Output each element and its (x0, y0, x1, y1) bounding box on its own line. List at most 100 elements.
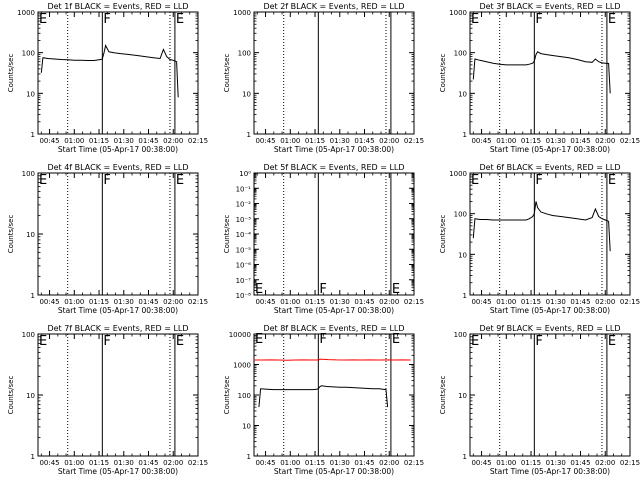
marker-label: F (319, 332, 326, 347)
panel-title: Det 6f BLACK = Events, RED = LLD (479, 163, 620, 172)
y-axis-label: Counts/sec (7, 54, 15, 93)
plot-frame (469, 172, 631, 296)
marker-label: E (176, 173, 184, 188)
panel-title: Det 5f BLACK = Events, RED = LLD (263, 163, 404, 172)
x-tick-label: 01:15 (89, 298, 109, 306)
marker-label: E (39, 173, 47, 188)
series-line-events (258, 385, 389, 408)
x-tick-label: 01:00 (496, 459, 516, 467)
x-tick-label: 01:45 (354, 459, 374, 467)
panel-title: Det 7f BLACK = Events, RED = LLD (47, 324, 188, 333)
y-tick-label: 10⁻³ (236, 216, 252, 224)
x-tick-label: 02:15 (620, 137, 640, 145)
x-axis-label: Start Time (05-Apr-17 00:38:00) (490, 306, 610, 315)
y-axis-label: Counts/sec (439, 215, 447, 254)
y-tick-label: 10⁻⁸ (236, 292, 252, 300)
x-tick-label: 01:30 (330, 137, 350, 145)
detector-panel-6: Det 6f BLACK = Events, RED = LLD 1 10 100 10… (439, 163, 640, 315)
y-tick-label: 100 (22, 331, 35, 339)
x-tick-label: 02:00 (595, 137, 615, 145)
x-axis-label: Start Time (05-Apr-17 00:38:00) (490, 145, 610, 154)
x-tick-label: 01:30 (546, 459, 566, 467)
y-tick-label: 1 (463, 453, 467, 461)
marker-label: E (471, 12, 479, 27)
x-tick-label: 01:00 (496, 298, 516, 306)
y-tick-label: 10⁻¹ (236, 185, 252, 193)
y-tick-label: 100 (454, 331, 467, 339)
series-line-events (40, 44, 179, 98)
y-tick-label: 1 (463, 131, 467, 139)
x-axis-label: Start Time (05-Apr-17 00:38:00) (490, 467, 610, 476)
y-tick-label: 100 (238, 50, 251, 58)
x-tick-label: 00:45 (471, 459, 491, 467)
y-tick-label: 10 (458, 251, 467, 259)
y-tick-label: 10 (26, 231, 35, 239)
y-axis-label: Counts/sec (439, 54, 447, 93)
x-tick-label: 01:15 (521, 298, 541, 306)
detector-panel-1: Det 1f BLACK = Events, RED = LLD 1 10 100 10… (7, 2, 208, 154)
x-tick-label: 02:00 (595, 298, 615, 306)
x-axis-label: Start Time (05-Apr-17 00:38:00) (58, 145, 178, 154)
x-tick-label: 01:45 (138, 298, 158, 306)
x-tick-label: 00:45 (39, 298, 59, 306)
marker-label: E (608, 12, 616, 27)
x-tick-label: 01:00 (280, 137, 300, 145)
y-tick-label: 100 (238, 392, 251, 400)
x-tick-label: 01:00 (496, 137, 516, 145)
x-tick-label: 02:15 (188, 298, 208, 306)
marker-label: F (103, 12, 110, 27)
x-tick-label: 02:00 (379, 298, 399, 306)
panel-title: Det 8f BLACK = Events, RED = LLD (263, 324, 404, 333)
y-tick-label: 10⁻² (236, 201, 252, 209)
marker-label: E (608, 173, 616, 188)
y-tick-label: 100 (454, 211, 467, 219)
x-tick-label: 01:00 (280, 298, 300, 306)
marker-label: F (319, 282, 326, 297)
panel-title: Det 9f BLACK = Events, RED = LLD (479, 324, 620, 333)
x-tick-label: 02:15 (188, 459, 208, 467)
x-tick-label: 02:00 (163, 137, 183, 145)
marker-label: E (392, 282, 400, 297)
marker-label: F (535, 334, 542, 349)
detector-panel-8: Det 8f BLACK = Events, RED = LLD 1 10 100 10… (223, 324, 424, 476)
x-tick-label: 00:45 (471, 137, 491, 145)
marker-label: F (535, 173, 542, 188)
series-line-lld (254, 358, 411, 361)
plot-frame (469, 11, 631, 135)
x-tick-label: 02:00 (163, 459, 183, 467)
detector-panel-5: Det 5f BLACK = Events, RED = LLD 10⁻⁸ 10⁻⁷… (223, 163, 424, 315)
plot-frame (253, 172, 415, 296)
plot-frame (253, 333, 415, 457)
marker-label: E (39, 334, 47, 349)
marker-label: E (255, 282, 263, 297)
x-tick-label: 02:00 (163, 298, 183, 306)
y-tick-label: 10 (242, 90, 251, 98)
x-tick-label: 02:00 (379, 459, 399, 467)
detector-panel-9: Det 9f BLACK = Events, RED = LLD 1 10 100 00… (439, 324, 640, 476)
x-tick-label: 01:00 (280, 459, 300, 467)
y-axis-label: Counts/sec (439, 376, 447, 415)
marker-label: F (103, 334, 110, 349)
x-tick-label: 01:15 (89, 459, 109, 467)
x-tick-label: 01:30 (546, 298, 566, 306)
y-tick-label: 1000 (233, 362, 251, 370)
x-tick-label: 00:45 (39, 137, 59, 145)
marker-label: E (392, 332, 400, 347)
x-tick-label: 01:45 (570, 459, 590, 467)
x-tick-label: 00:45 (471, 298, 491, 306)
y-tick-label: 10 (26, 90, 35, 98)
x-tick-label: 02:15 (404, 298, 424, 306)
x-tick-label: 01:30 (114, 459, 134, 467)
marker-label: F (535, 12, 542, 27)
x-tick-label: 02:15 (620, 459, 640, 467)
x-axis-label: Start Time (05-Apr-17 00:38:00) (58, 467, 178, 476)
y-tick-label: 1 (31, 453, 35, 461)
y-axis-label: Counts/sec (7, 215, 15, 254)
x-tick-label: 01:15 (89, 137, 109, 145)
x-tick-label: 01:00 (64, 137, 84, 145)
x-tick-label: 02:15 (404, 137, 424, 145)
y-axis-label: Counts/sec (223, 54, 231, 93)
y-tick-label: 10⁻⁶ (236, 262, 252, 270)
x-tick-label: 01:00 (64, 459, 84, 467)
y-tick-label: 1 (31, 292, 35, 300)
